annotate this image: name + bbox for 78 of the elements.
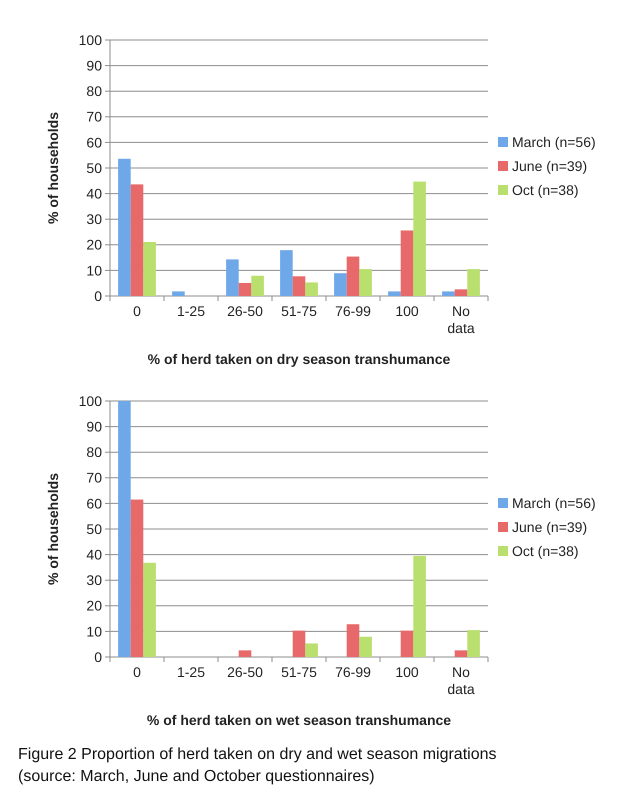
y-tick-label: 40	[86, 186, 102, 202]
x-tick-label: 76-99	[335, 303, 372, 319]
y-tick-label: 30	[86, 572, 102, 588]
bar	[238, 282, 252, 296]
caption: Figure 2 Proportion of herd taken on dry and wet season migrations (source: March, June and October questionnaires)	[18, 746, 496, 785]
y-tick-label: 30	[86, 211, 102, 228]
bar	[143, 242, 156, 296]
bar	[334, 273, 347, 296]
bar	[346, 624, 360, 657]
bar	[413, 556, 426, 657]
bar	[442, 291, 455, 296]
y-tick-label: 0	[94, 288, 102, 304]
y-tick-label: 10	[86, 262, 102, 278]
bar	[172, 291, 185, 296]
y-tick-label: 20	[86, 598, 102, 614]
legend-label: Oct (n=38)	[512, 542, 579, 559]
bar	[292, 276, 306, 296]
x-axis-title: % of herd taken on dry season transhumance	[148, 351, 451, 367]
bar	[305, 643, 318, 657]
y-axis-title: % of households	[45, 472, 61, 585]
y-tick-label: 70	[86, 470, 102, 486]
y-tick-label: 50	[86, 160, 102, 176]
bar	[400, 630, 414, 657]
bar	[467, 269, 480, 296]
legend-label: June (n=39)	[512, 158, 588, 174]
legend-label: June (n=39)	[512, 518, 588, 535]
x-tick-label: 0	[133, 664, 142, 680]
bar	[388, 291, 401, 296]
legend-label: Oct (n=38)	[512, 182, 579, 198]
bar	[467, 630, 480, 657]
y-tick-label: 20	[86, 236, 102, 253]
y-tick-label: 80	[86, 83, 102, 100]
bar	[226, 259, 239, 296]
x-tick-label: 26-50	[227, 664, 264, 680]
y-axis-title: % of households	[45, 112, 61, 224]
x-tick-label: 51-75	[281, 303, 318, 319]
x-tick-label: 0	[133, 303, 142, 319]
bar	[118, 401, 131, 657]
bar	[118, 158, 131, 296]
y-tick-label: 70	[86, 108, 102, 125]
bar	[359, 636, 372, 657]
x-tick-label: 100	[395, 303, 419, 319]
y-tick-label: 100	[78, 32, 102, 48]
bar	[413, 182, 426, 296]
x-tick-label: 100	[395, 664, 419, 680]
y-tick-label: 90	[86, 58, 102, 74]
x-tick-label: No data	[447, 664, 475, 697]
y-tick-label: 40	[86, 546, 102, 562]
legend-label: March (n=56)	[512, 134, 596, 150]
bar	[359, 269, 372, 296]
x-tick-label: 51-75	[281, 664, 318, 680]
bar	[130, 184, 144, 296]
bar	[143, 562, 156, 657]
bar	[346, 256, 360, 296]
y-tick-label: 0	[94, 648, 102, 665]
bar	[454, 289, 468, 296]
y-tick-label: 80	[86, 444, 102, 460]
y-tick-label: 10	[86, 623, 102, 640]
x-tick-label: No data	[447, 303, 475, 336]
bar	[280, 250, 293, 296]
bar	[238, 650, 252, 657]
legend-label: March (n=56)	[512, 494, 596, 511]
bar	[400, 230, 414, 296]
bar	[251, 276, 264, 296]
bar	[454, 650, 468, 657]
x-tick-label: 26-50	[227, 303, 264, 319]
bar	[305, 282, 318, 296]
x-axis-title: % of herd taken on wet season transhumance	[146, 712, 452, 728]
y-tick-label: 60	[86, 495, 102, 512]
y-tick-label: 60	[86, 134, 102, 150]
x-tick-label: 1-25	[176, 664, 206, 680]
x-tick-label: 76-99	[335, 664, 372, 680]
bar	[292, 630, 306, 657]
x-tick-label: 1-25	[176, 303, 206, 319]
y-tick-label: 90	[86, 418, 102, 434]
y-tick-label: 50	[86, 520, 102, 537]
y-tick-label: 100	[78, 392, 102, 409]
bar	[130, 500, 144, 657]
